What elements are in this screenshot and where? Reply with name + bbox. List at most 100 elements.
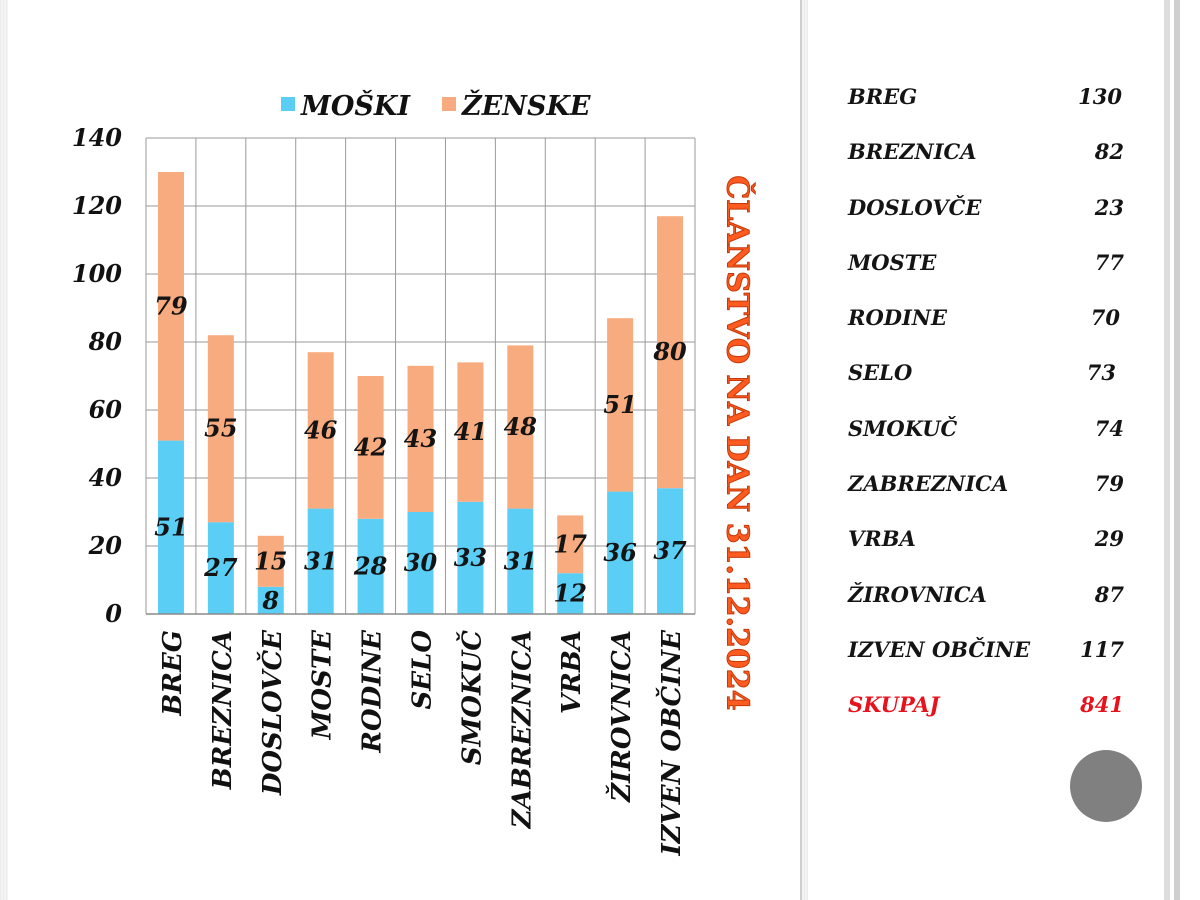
summary-value: 70 [1090, 305, 1120, 331]
x-category-label: RODINE [358, 629, 388, 754]
legend-swatch [281, 97, 295, 111]
data-label-moski: 31 [504, 546, 537, 575]
bar-segment-moski [257, 586, 284, 614]
summary-value: 73 [1086, 360, 1116, 386]
summary-value: 79 [1094, 471, 1124, 497]
y-tick-label: 120 [72, 191, 122, 220]
summary-row: IZVEN OBČINE 117 [848, 637, 1124, 692]
bar-segment-zenske [457, 362, 484, 502]
bar-segment-moski [457, 501, 484, 614]
bar-segment-moski [657, 488, 684, 614]
data-label-zenske: 17 [554, 529, 588, 558]
data-label-zenske: 79 [154, 291, 188, 320]
x-category-label: VRBA [557, 630, 587, 714]
y-tick-label: 140 [72, 123, 122, 152]
legend-swatch [442, 97, 456, 111]
summary-row: SELO 73 [848, 360, 1124, 415]
data-label-moski: 51 [154, 512, 187, 541]
x-category-label: BREZNICA [208, 630, 238, 790]
x-category-label: SELO [408, 630, 438, 710]
summary-row: VRBA 29 [848, 526, 1124, 581]
x-category-label: SMOKUČ [455, 630, 487, 766]
y-tick-label: 60 [89, 395, 123, 424]
summary-label: RODINE [848, 305, 947, 331]
bar-segment-zenske [507, 345, 534, 509]
bar-segment-zenske [257, 535, 284, 587]
data-label-zenske: 80 [652, 337, 687, 366]
bar-segment-zenske [207, 335, 234, 523]
data-label-zenske: 46 [304, 415, 338, 444]
data-label-moski: 27 [203, 553, 238, 582]
legend-label: ŽENSKE [461, 89, 591, 122]
y-tick-label: 0 [105, 599, 122, 628]
summary-label: SELO [848, 360, 913, 386]
summary-row: DOSLOVČE 23 [848, 195, 1124, 250]
summary-label: ŽIROVNICA [848, 581, 987, 607]
summary-row: ZABREZNICA 79 [848, 471, 1124, 526]
summary-label: DOSLOVČE [848, 194, 982, 220]
decorative-stripes [1150, 0, 1200, 900]
data-label-moski: 36 [603, 538, 637, 567]
data-label-moski: 30 [404, 548, 438, 577]
summary-value: 82 [1094, 139, 1124, 165]
bar-segment-moski [157, 440, 184, 614]
summary-value: 117 [1080, 636, 1124, 662]
summary-total-value: 841 [1080, 692, 1124, 718]
data-label-zenske: 43 [404, 424, 437, 453]
summary-value: 29 [1094, 526, 1124, 552]
data-label-moski: 33 [454, 543, 487, 572]
x-category-label: ŽIROVNICA [605, 630, 637, 803]
data-label-zenske: 55 [204, 414, 237, 443]
summary-value: 74 [1094, 415, 1124, 441]
data-label-moski: 8 [261, 586, 279, 615]
summary-row: MOSTE 77 [848, 250, 1124, 305]
data-label-zenske: 51 [603, 390, 636, 419]
summary-label: BREZNICA [848, 139, 977, 165]
summary-value: 77 [1094, 249, 1124, 275]
summary-label: BREG [848, 84, 918, 109]
y-tick-label: 20 [88, 531, 123, 560]
data-label-zenske: 15 [254, 546, 287, 575]
x-category-label: DOSLOVČE [256, 629, 288, 796]
stacked-bar-chart: 0 20 40 60 80 100 120 140 51 79 27 55 8 15 31 46 28 42 30 4… [72, 88, 696, 857]
summary-label: MOSTE [848, 249, 937, 275]
summary-label: VRBA [848, 526, 916, 552]
bar-segment-zenske [657, 216, 684, 489]
bar-segment-moski [507, 508, 534, 614]
decorative-circle [1070, 750, 1142, 822]
summary-table: BREG 130 BREZNICA 82 DOSLOVČE 23 MOSTE 7… [848, 84, 1124, 748]
data-label-zenske: 48 [504, 412, 538, 441]
summary-row: SMOKUČ 74 [848, 416, 1124, 471]
summary-total-row: SKUPAJ 841 [848, 692, 1124, 747]
bar-segment-zenske [307, 352, 334, 509]
summary-total-label: SKUPAJ [848, 692, 940, 718]
x-category-label: IZVEN OBČINE [655, 629, 687, 857]
bar-segment-zenske [557, 515, 584, 574]
y-tick-label: 40 [89, 463, 123, 492]
summary-panel [808, 0, 1200, 900]
summary-row: ŽIROVNICA 87 [848, 582, 1124, 637]
bar-segment-moski [407, 512, 434, 614]
summary-label: IZVEN OBČINE [848, 636, 1031, 662]
summary-row: RODINE 70 [848, 305, 1124, 360]
bar-segment-moski [357, 518, 384, 614]
bar-segment-zenske [157, 172, 184, 441]
summary-value: 130 [1078, 84, 1122, 109]
data-label-moski: 31 [304, 546, 337, 575]
frame-divider [800, 0, 802, 900]
data-label-moski: 28 [353, 551, 388, 580]
x-category-label: BREG [158, 630, 188, 717]
legend-label: MOŠKI [300, 88, 411, 122]
bar-segment-moski [207, 522, 234, 614]
data-label-zenske: 41 [454, 417, 487, 446]
bar-segment-moski [307, 508, 334, 614]
y-tick-label: 100 [72, 259, 122, 288]
summary-label: ZABREZNICA [848, 471, 1009, 497]
summary-label: SMOKUČ [848, 415, 958, 441]
bar-segment-moski [607, 491, 634, 614]
bar-segment-zenske [357, 376, 384, 519]
y-tick-label: 80 [88, 327, 123, 356]
x-category-label: ZABREZNICA [507, 630, 537, 829]
bar-segment-moski [557, 573, 584, 614]
summary-row: BREG 130 [848, 84, 1124, 139]
